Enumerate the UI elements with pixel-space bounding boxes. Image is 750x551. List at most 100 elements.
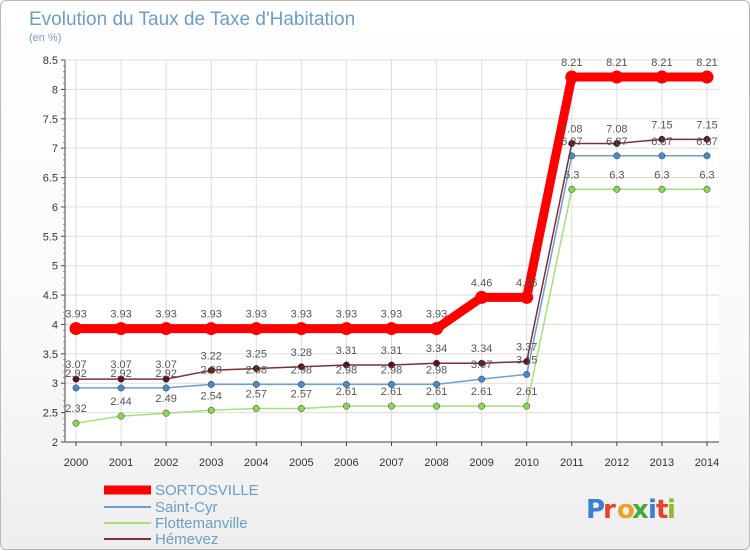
data-label: 8.21 [651, 57, 672, 69]
data-point [207, 380, 215, 388]
data-label: 6.87 [651, 136, 672, 148]
data-label: 8.21 [606, 57, 627, 69]
y-tick-label: 4.5 [43, 290, 58, 302]
data-label: 3.93 [291, 309, 312, 321]
data-point [342, 402, 350, 410]
data-point [342, 361, 350, 369]
x-tick-label: 2013 [650, 457, 674, 469]
logo-letter: x [632, 495, 649, 525]
data-point [703, 152, 711, 160]
y-tick-label: 7 [52, 143, 58, 155]
data-point [249, 322, 263, 336]
data-label: 2.98 [201, 364, 222, 376]
data-point [433, 402, 441, 410]
data-point [703, 185, 711, 193]
data-point [613, 185, 621, 193]
data-label: 3.93 [336, 309, 357, 321]
data-point [72, 384, 80, 392]
data-point [658, 135, 666, 143]
data-label: 3.93 [155, 309, 176, 321]
data-point [342, 380, 350, 388]
data-point [117, 412, 125, 420]
data-label: 2.98 [246, 364, 267, 376]
data-point [72, 419, 80, 427]
y-tick-label: 6.5 [43, 173, 58, 185]
y-tick-label: 4 [52, 319, 58, 331]
data-label: 3.07 [155, 359, 176, 371]
data-label: 3.07 [110, 359, 131, 371]
data-label: 3.07 [471, 359, 492, 371]
data-label: 2.98 [291, 364, 312, 376]
data-point [339, 322, 353, 336]
y-tick-label: 3.5 [43, 349, 58, 361]
data-point [523, 402, 531, 410]
data-point [69, 322, 83, 336]
legend: SORTOSVILLESaint-CyrFlottemanvilleHémeve… [104, 482, 259, 548]
data-point [252, 405, 260, 412]
data-label: 3.25 [246, 349, 267, 361]
x-tick-label: 2001 [109, 457, 133, 469]
axes: 2 2.5 3 3.5 4 4.5 5 5.5 6 6.5 7 7.5 8 8.5 2000 2001 2002… [43, 55, 720, 469]
data-point [478, 402, 486, 410]
x-tick-label: 2003 [199, 457, 223, 469]
data-label: 3.31 [381, 345, 402, 357]
data-point [475, 290, 489, 304]
y-tick-label: 6 [52, 202, 58, 214]
data-label: 2.61 [336, 386, 357, 398]
data-point [297, 363, 305, 371]
data-label: 2.98 [426, 364, 447, 376]
data-point [117, 375, 125, 383]
data-label: 2.32 [65, 403, 86, 415]
data-label: 2.61 [471, 386, 492, 398]
data-label: 3.93 [110, 309, 131, 321]
x-tick-label: 2008 [424, 457, 448, 469]
logo-letter: P [586, 495, 605, 525]
y-tick-label: 7.5 [43, 114, 58, 126]
data-point [388, 380, 395, 388]
data-point [568, 185, 576, 193]
legend-label: Saint-Cyr [155, 499, 218, 516]
x-tick-label: 2009 [469, 457, 493, 469]
data-label: 8.21 [561, 57, 582, 69]
legend-label: Hémevez [155, 531, 218, 548]
x-tick-label: 2007 [379, 457, 403, 469]
chart-subtitle: (en %) [29, 32, 61, 44]
data-label: 7.08 [561, 123, 582, 135]
data-label: 6.3 [564, 169, 579, 181]
x-tick-label: 2002 [154, 457, 178, 469]
data-label: 6.3 [654, 169, 669, 181]
data-point [433, 380, 441, 388]
data-point [658, 185, 666, 193]
x-tick-label: 2000 [64, 457, 88, 469]
data-label: 3.93 [246, 309, 267, 321]
logo-letter: o [617, 495, 635, 525]
data-point [297, 405, 305, 412]
data-point [162, 409, 170, 417]
legend-label: Flottemanville [155, 515, 248, 532]
x-tick-label: 2010 [514, 457, 538, 469]
x-tick-label: 2012 [605, 457, 629, 469]
data-point [655, 70, 669, 84]
data-point [117, 384, 125, 392]
y-tick-label: 3 [52, 378, 58, 390]
x-tick-label: 2006 [334, 457, 358, 469]
data-label: 3.22 [201, 350, 222, 362]
data-label: 2.61 [381, 386, 402, 398]
data-point [114, 322, 128, 336]
legend-label: SORTOSVILLE [155, 482, 259, 499]
data-label: 3.28 [291, 347, 312, 359]
data-point [478, 359, 486, 367]
data-point [523, 358, 531, 365]
data-label: 6.3 [609, 169, 624, 181]
data-point [162, 384, 170, 392]
data-point [72, 375, 80, 383]
data-label: 3.93 [381, 309, 402, 321]
data-label: 7.08 [606, 123, 627, 135]
logo-letter: i [667, 495, 676, 525]
data-label: 4.46 [471, 277, 492, 289]
data-label: 2.57 [246, 389, 267, 401]
x-tick-label: 2011 [560, 457, 584, 469]
data-label: 3.93 [426, 309, 447, 321]
data-label: 6.87 [561, 136, 582, 148]
